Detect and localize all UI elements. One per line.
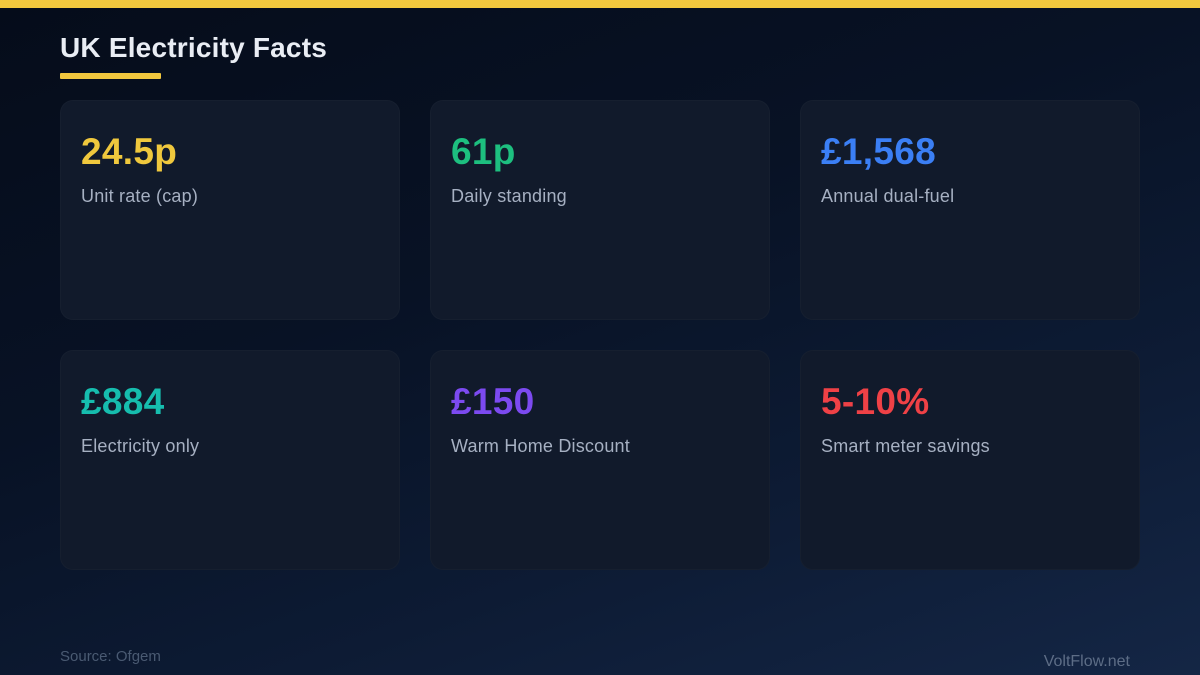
source-note: Source: Ofgem bbox=[60, 648, 161, 665]
stat-label: Annual dual-fuel bbox=[821, 186, 955, 206]
stat-label: Warm Home Discount bbox=[451, 436, 630, 456]
stat-card-electricity-only: £884 Electricity only bbox=[60, 350, 400, 570]
stat-card-warm-home-discount: £150 Warm Home Discount bbox=[430, 350, 770, 570]
stat-card-smart-meter-savings: 5-10% Smart meter savings bbox=[800, 350, 1140, 570]
stat-label: Electricity only bbox=[81, 436, 200, 456]
stat-label: Unit rate (cap) bbox=[81, 186, 199, 206]
stat-value: 5-10% bbox=[821, 381, 930, 422]
stat-card-annual-dual-fuel: £1,568 Annual dual-fuel bbox=[800, 100, 1140, 320]
page-header: UK Electricity Facts bbox=[60, 8, 327, 80]
stat-value: £884 bbox=[81, 381, 165, 422]
stat-card-unit-rate: 24.5p Unit rate (cap) bbox=[60, 100, 400, 320]
stats-grid: 24.5p Unit rate (cap) 61p Daily standing… bbox=[60, 100, 1140, 570]
stat-value: £150 bbox=[451, 381, 535, 422]
top-accent-bar bbox=[0, 0, 1200, 8]
stat-value: £1,568 bbox=[821, 131, 936, 172]
site-watermark: VoltFlow.net bbox=[1043, 653, 1130, 670]
stat-value: 61p bbox=[451, 131, 516, 172]
stat-value: 24.5p bbox=[81, 131, 178, 172]
page-title: UK Electricity Facts bbox=[60, 32, 327, 63]
stat-label: Smart meter savings bbox=[821, 436, 990, 456]
stat-card-daily-standing: 61p Daily standing bbox=[430, 100, 770, 320]
title-underline bbox=[60, 73, 161, 80]
stat-label: Daily standing bbox=[451, 186, 567, 206]
